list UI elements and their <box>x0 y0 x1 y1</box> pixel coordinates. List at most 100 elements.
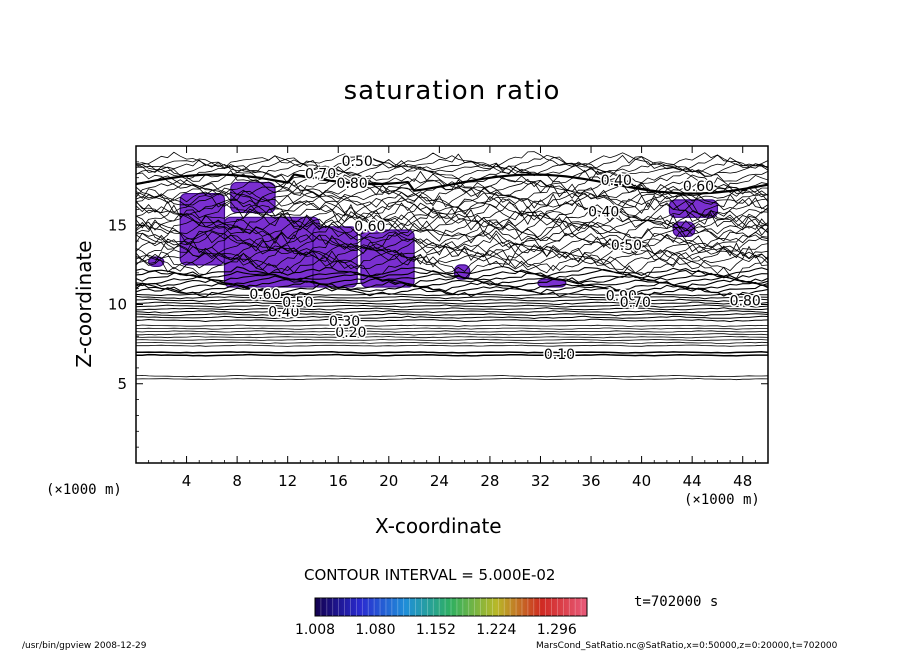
contour-label: 0.70 <box>620 295 651 311</box>
contour-interval-label: CONTOUR INTERVAL = 5.000E-02 <box>304 566 556 584</box>
contour-line <box>136 312 768 317</box>
contour-line <box>136 230 768 256</box>
x-tick-label: 4 <box>182 472 192 490</box>
x-tick-label: 12 <box>278 472 297 490</box>
contour-label: 0.80 <box>337 176 368 192</box>
x-tick-label: 32 <box>531 472 550 490</box>
contour-label: 0.80 <box>730 293 761 309</box>
contour-line <box>136 231 768 258</box>
contour-line <box>136 156 768 176</box>
x-tick-label: 24 <box>430 472 449 490</box>
contour-line <box>136 277 768 289</box>
contour-line <box>136 242 768 270</box>
x-tick-label: 16 <box>329 472 348 490</box>
colorbar-tick-label: 1.224 <box>476 622 516 638</box>
contour-line <box>136 160 768 178</box>
contour-line <box>136 219 768 250</box>
contour-line <box>136 200 768 231</box>
contour-line <box>136 206 768 237</box>
contour-line <box>136 173 768 195</box>
time-label: t=702000 s <box>634 594 719 610</box>
contour-line <box>136 353 768 357</box>
y-tick-label: 15 <box>108 216 127 234</box>
contour-line <box>136 183 768 209</box>
contour-line <box>136 315 768 320</box>
x-tick-label: 28 <box>480 472 499 490</box>
contour-line <box>136 324 768 327</box>
contour-line <box>136 295 768 300</box>
contour-line <box>136 203 768 235</box>
contour-line <box>136 327 768 330</box>
y-axis-label: Z-coordinate <box>72 240 96 368</box>
x-axis-unit-right: (×1000 m) <box>684 492 760 508</box>
chart-title: saturation ratio <box>343 76 561 106</box>
contour-line <box>136 351 768 354</box>
contour-line <box>136 333 768 336</box>
contour-line <box>136 153 768 173</box>
contour-label: 0.60 <box>354 219 385 235</box>
x-tick-label: 48 <box>733 472 752 490</box>
contour-line <box>136 214 768 245</box>
contour-line <box>136 318 768 323</box>
contour-line <box>136 265 768 278</box>
contour-line <box>136 198 768 228</box>
contour-line <box>136 193 768 224</box>
contour-line <box>136 336 768 339</box>
contour-line <box>136 209 768 241</box>
contour-label: 0.90 <box>606 289 637 305</box>
colorbar-tick-label: 1.152 <box>416 622 456 638</box>
contour-label: 0.50 <box>611 238 642 254</box>
contour-line <box>136 310 768 314</box>
x-axis-label: X-coordinate <box>375 514 502 538</box>
contour-line <box>136 377 768 381</box>
contour-label: 0.10 <box>544 347 575 363</box>
contour-line <box>136 275 768 287</box>
x-axis-unit-left: (×1000 m) <box>46 482 122 498</box>
colorbar-tick-label: 1.080 <box>355 622 395 638</box>
x-tick-label: 20 <box>379 472 398 490</box>
contour-label: 0.40 <box>588 205 619 221</box>
contour-line <box>136 344 768 347</box>
contour-line <box>136 307 768 311</box>
contour-line <box>136 169 768 194</box>
contour-line <box>136 286 768 298</box>
colorbar-tick-label: 1.008 <box>295 622 335 638</box>
contour-line <box>136 176 768 199</box>
contour-line <box>136 250 768 280</box>
contour-label: 0.40 <box>268 304 299 320</box>
x-tick-label: 44 <box>683 472 702 490</box>
contour-line <box>136 151 768 169</box>
contour-label: 0.50 <box>282 295 313 311</box>
contour-label: 0.20 <box>335 325 366 341</box>
x-tick-label: 40 <box>632 472 651 490</box>
footer-command: /usr/bin/gpview 2008-12-29 <box>22 641 147 651</box>
contour-line <box>136 162 768 180</box>
contour-line <box>136 374 768 378</box>
x-tick-label: 36 <box>581 472 600 490</box>
contour-label: 0.70 <box>305 167 336 183</box>
contour-label: 0.60 <box>683 179 714 195</box>
contour-label: 0.30 <box>329 314 360 330</box>
contour-line <box>136 186 768 209</box>
y-tick-label: 10 <box>108 296 127 314</box>
contour-line <box>136 304 768 308</box>
contour-label: 0.60 <box>249 287 280 303</box>
contour-line <box>136 195 768 226</box>
x-tick-label: 8 <box>232 472 242 490</box>
colorbar-tick-label: 1.296 <box>537 622 577 638</box>
y-tick-label: 5 <box>117 375 127 393</box>
contour-line <box>136 272 768 283</box>
contour-line <box>136 282 768 295</box>
contour-line <box>136 225 768 254</box>
contour-line <box>136 341 768 345</box>
contour-line <box>136 237 768 263</box>
contour-label: 0.50 <box>342 154 373 170</box>
colorbar <box>314 597 588 617</box>
contour-label: 0.40 <box>601 173 632 189</box>
contour-line <box>136 268 768 281</box>
contour-line <box>136 330 768 333</box>
footer-source: MarsCond_SatRatio.nc@SatRatio,x=0:50000,… <box>536 641 838 651</box>
contour-line <box>136 298 768 303</box>
contour-line <box>136 301 768 306</box>
